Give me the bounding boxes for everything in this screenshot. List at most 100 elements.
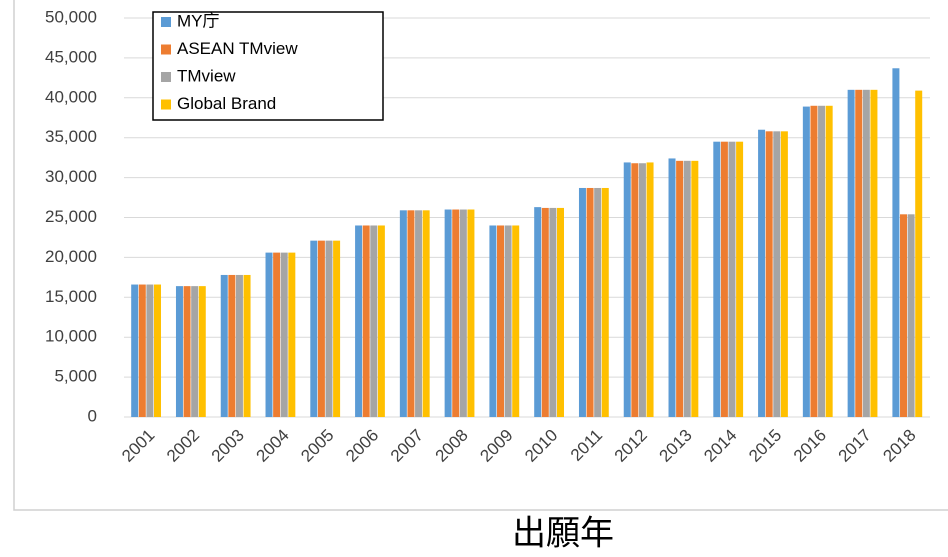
- bar: [220, 274, 228, 417]
- legend-box: [152, 11, 384, 121]
- x-tick-label: 2017: [835, 426, 875, 466]
- bar: [362, 225, 370, 417]
- bar: [691, 160, 699, 418]
- legend-label: MY庁: [177, 11, 220, 30]
- bar: [422, 210, 430, 417]
- bar: [198, 286, 206, 417]
- bar: [489, 225, 497, 417]
- bar: [541, 207, 549, 417]
- bar: [235, 274, 243, 417]
- y-tick-label: 10,000: [45, 327, 97, 346]
- bar: [243, 274, 251, 417]
- bar: [556, 207, 564, 417]
- bar: [638, 163, 646, 417]
- y-tick-label: 0: [88, 406, 97, 425]
- bar: [549, 207, 557, 417]
- bar: [810, 105, 818, 417]
- x-axis-title: 出願年: [512, 514, 614, 554]
- bar: [317, 240, 325, 417]
- x-tick-label: 2012: [611, 426, 651, 466]
- bar: [415, 210, 423, 417]
- y-tick-label: 50,000: [45, 7, 97, 26]
- bar: [623, 162, 631, 417]
- x-tick-label: 2014: [700, 426, 740, 466]
- bar: [497, 225, 505, 417]
- bar: [273, 252, 281, 417]
- bar: [720, 141, 728, 417]
- bar: [736, 141, 744, 417]
- bar: [191, 286, 199, 417]
- bar: [153, 284, 161, 417]
- bar: [818, 105, 826, 417]
- legend-marker: [161, 17, 171, 27]
- bar: [870, 89, 878, 417]
- y-tick-label: 30,000: [45, 167, 97, 186]
- x-tick-label: 2009: [476, 426, 516, 466]
- x-tick-label: 2008: [432, 426, 472, 466]
- y-tick-label: 25,000: [45, 207, 97, 226]
- x-tick-label: 2018: [879, 426, 919, 466]
- x-tick-label: 2005: [297, 426, 337, 466]
- legend-marker: [161, 99, 171, 110]
- bar: [377, 225, 385, 417]
- chart-border: [13, 0, 948, 511]
- bar: [355, 225, 363, 417]
- bar: [728, 141, 736, 417]
- bar: [780, 131, 788, 418]
- bar: [855, 89, 863, 417]
- bar: [504, 225, 512, 417]
- x-tick-label: 2016: [790, 426, 830, 466]
- legend-label: TMview: [177, 66, 236, 85]
- x-tick-label: 2006: [342, 426, 382, 466]
- bar: [280, 252, 288, 417]
- x-tick-label: 2003: [208, 426, 248, 466]
- y-tick-label: 45,000: [45, 47, 97, 66]
- bar: [325, 240, 333, 417]
- bar: [676, 160, 684, 418]
- bar: [683, 160, 691, 418]
- x-tick-label: 2001: [118, 426, 158, 466]
- bar: [407, 210, 415, 417]
- bar: [512, 225, 520, 417]
- bar: [228, 274, 236, 417]
- bar: [444, 209, 452, 417]
- x-tick-label: 2002: [163, 426, 203, 466]
- bar: [333, 240, 341, 417]
- bar: [467, 209, 475, 417]
- bar: [578, 187, 586, 417]
- bar: [668, 158, 676, 417]
- bar: [183, 286, 191, 417]
- bar: [265, 252, 273, 417]
- x-tick-label: 2015: [745, 426, 785, 466]
- x-tick-label: 2011: [567, 426, 606, 465]
- bar: [138, 284, 146, 417]
- y-tick-label: 40,000: [45, 87, 97, 106]
- bar: [646, 162, 654, 417]
- bar: [175, 286, 183, 417]
- bar: [399, 210, 407, 417]
- bar: [146, 284, 154, 417]
- legend-label: ASEAN TMview: [177, 39, 298, 58]
- legend-marker: [161, 44, 171, 55]
- bar: [900, 214, 908, 417]
- legend-label: Global Brand: [177, 94, 276, 113]
- legend-marker: [161, 72, 171, 82]
- bar: [765, 131, 773, 418]
- bar: [131, 284, 139, 417]
- y-tick-label: 35,000: [45, 127, 97, 146]
- bar: [713, 141, 721, 417]
- x-tick-label: 2010: [521, 426, 561, 466]
- bar: [370, 225, 378, 417]
- bar: [892, 68, 900, 418]
- bar: [310, 240, 318, 417]
- bar: [773, 131, 781, 418]
- bar: [907, 214, 915, 417]
- x-tick-label: 2013: [656, 426, 696, 466]
- bar: [758, 129, 766, 417]
- bar: [601, 187, 609, 417]
- y-tick-label: 20,000: [45, 247, 97, 266]
- bar: [586, 187, 594, 417]
- x-tick-label: 2004: [253, 426, 293, 466]
- y-tick-label: 15,000: [45, 287, 97, 306]
